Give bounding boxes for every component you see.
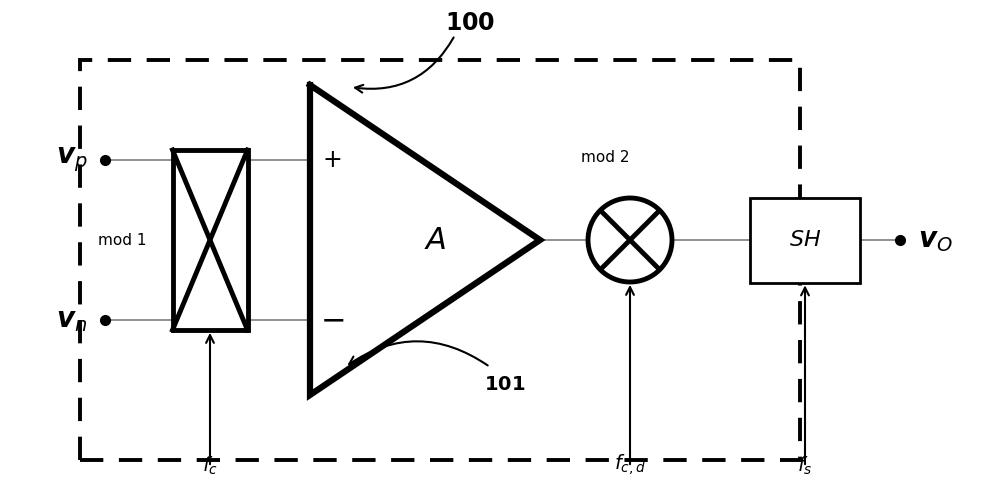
Text: $+$: $+$ [322, 148, 342, 172]
Bar [173, 150, 248, 330]
Text: mod 1: mod 1 [98, 233, 146, 248]
Text: $f_s$: $f_s$ [797, 455, 813, 477]
Text: $-$: $-$ [320, 305, 344, 335]
Text: $\boldsymbol{v}_{p}$: $\boldsymbol{v}_{p}$ [56, 146, 88, 174]
Bar [80, 60, 800, 460]
Text: $\mathit{A}$: $\mathit{A}$ [424, 226, 446, 254]
Text: $\boldsymbol{v}_{n}$: $\boldsymbol{v}_{n}$ [56, 306, 88, 334]
Text: $\boldsymbol{v}_{O}$: $\boldsymbol{v}_{O}$ [918, 226, 952, 254]
Bar [750, 198, 860, 283]
Text: $\mathbf{100}$: $\mathbf{100}$ [445, 11, 495, 35]
Text: $f_{c,d}$: $f_{c,d}$ [614, 452, 646, 477]
Text: $\mathbf{101}$: $\mathbf{101}$ [484, 376, 526, 395]
Text: $\mathit{SH}$: $\mathit{SH}$ [789, 230, 821, 250]
Text: mod 2: mod 2 [581, 149, 629, 164]
Text: $f_c$: $f_c$ [202, 455, 218, 477]
